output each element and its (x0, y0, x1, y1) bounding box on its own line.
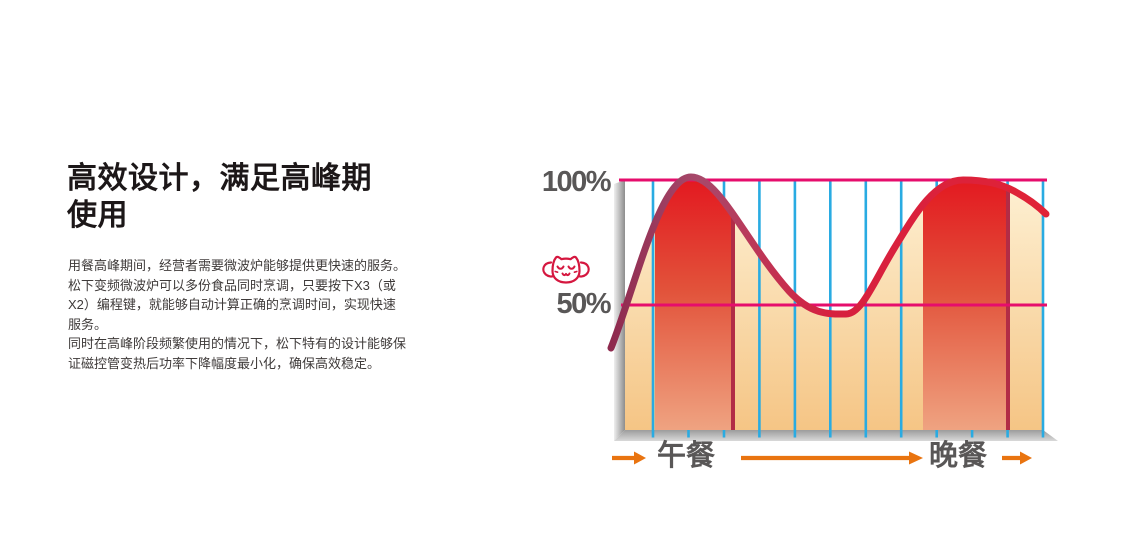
dinner-peak-band (923, 177, 1008, 430)
grid-ticks (651, 430, 1045, 438)
x-axis-label-lunch: 午餐 (657, 440, 716, 472)
y-axis-label-50: 50% (556, 288, 611, 320)
axis-wall-3d (614, 180, 625, 441)
body-line: 松下变频微波炉可以多份食品同时烹调，只要按下X3（或 (68, 277, 396, 293)
body-paragraphs: 用餐高峰期间，经营者需要微波炉能够提供更快速的服务。 松下变频微波炉可以多份食品… (68, 256, 420, 374)
title-line-1: 高效设计，满足高峰期 (67, 162, 372, 195)
arrow-right-icon (612, 451, 646, 465)
dinner-band-edge (1006, 177, 1010, 430)
x-axis-label-dinner: 晚餐 (929, 440, 988, 472)
body-line: 服务。 (68, 316, 108, 332)
arrow-right-icon (741, 451, 923, 465)
lucky-cat-icon (542, 255, 590, 284)
body-line: 同时在高峰阶段频繁使用的情况下，松下特有的设计能够保 (68, 336, 407, 352)
body-line: 证磁控管变热后功率下降幅度最小化，确保高效稳定。 (68, 355, 381, 371)
body-line: X2）编程键，就能够自动计算正确的烹调时间，实现快速 (68, 297, 396, 313)
body-line: 用餐高峰期间，经营者需要微波炉能够提供更快速的服务。 (68, 258, 407, 273)
lunch-peak-band (655, 177, 733, 430)
page-title: 高效设计，满足高峰期 使用 (67, 160, 487, 234)
arrow-right-icon (1002, 451, 1032, 465)
y-axis-label-100: 100% (541, 166, 612, 198)
title-line-2: 使用 (67, 199, 128, 232)
usage-curve (607, 173, 1050, 352)
